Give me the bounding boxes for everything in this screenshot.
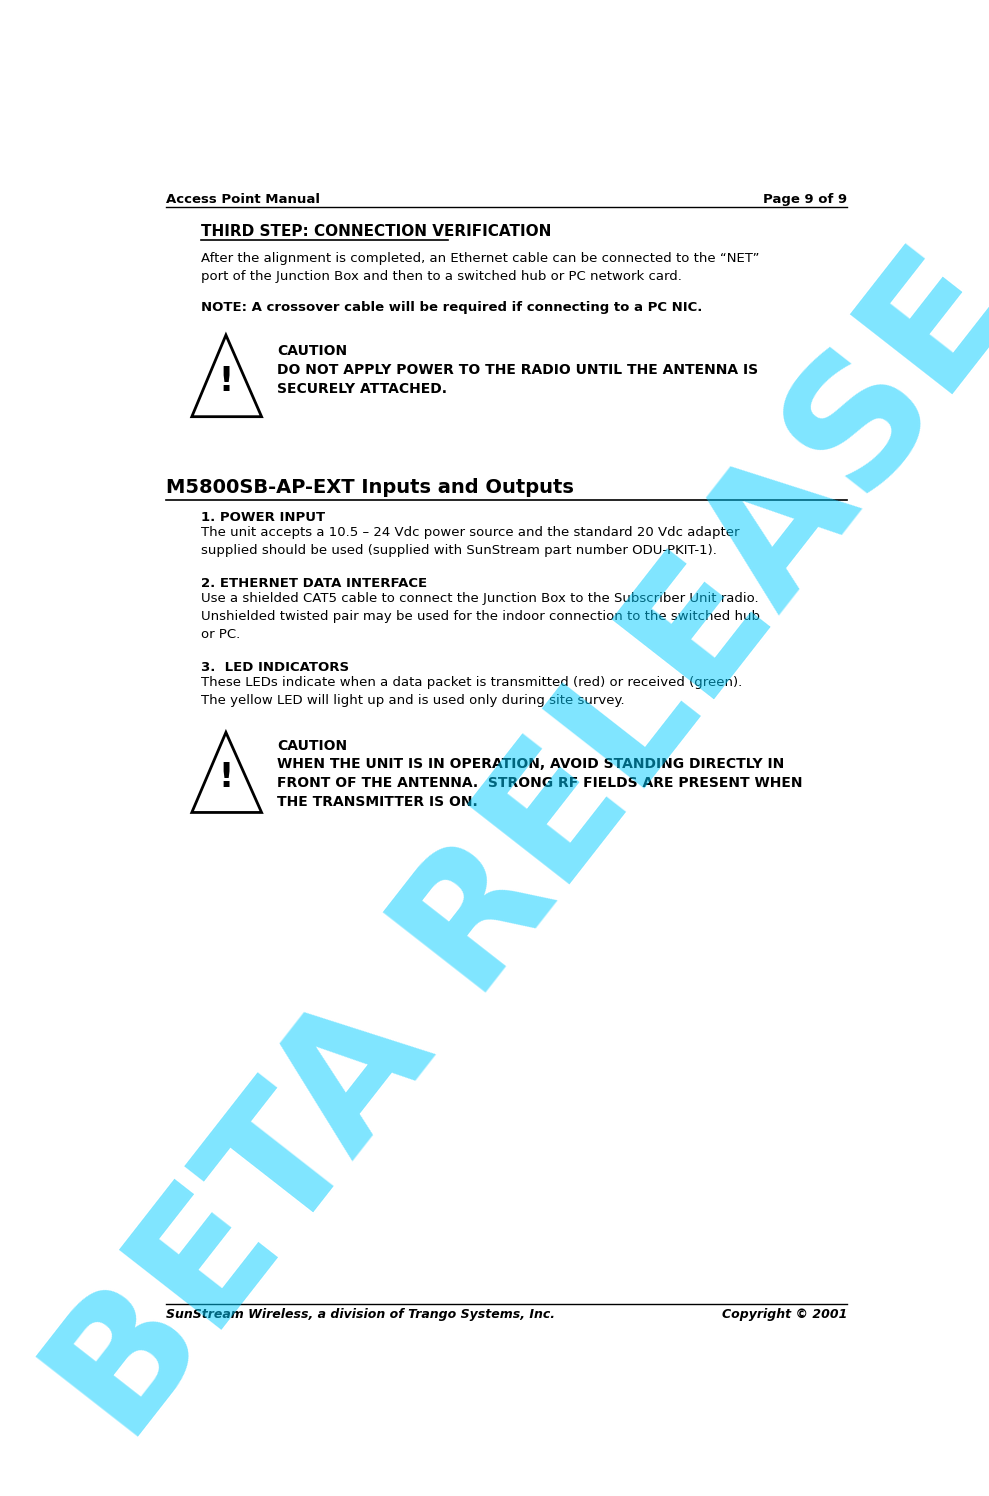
Text: DO NOT APPLY POWER TO THE RADIO UNTIL THE ANTENNA IS
SECURELY ATTACHED.: DO NOT APPLY POWER TO THE RADIO UNTIL TH… bbox=[277, 364, 759, 396]
Text: M5800SB-AP-EXT Inputs and Outputs: M5800SB-AP-EXT Inputs and Outputs bbox=[166, 479, 575, 497]
Text: WHEN THE UNIT IS IN OPERATION, AVOID STANDING DIRECTLY IN
FRONT OF THE ANTENNA. : WHEN THE UNIT IS IN OPERATION, AVOID STA… bbox=[277, 757, 803, 809]
Text: THIRD STEP: CONNECTION VERIFICATION: THIRD STEP: CONNECTION VERIFICATION bbox=[201, 224, 552, 239]
Text: 1. POWER INPUT: 1. POWER INPUT bbox=[201, 510, 325, 524]
Text: !: ! bbox=[219, 760, 233, 793]
Text: NOTE: A crossover cable will be required if connecting to a PC NIC.: NOTE: A crossover cable will be required… bbox=[201, 301, 702, 314]
Text: !: ! bbox=[219, 365, 233, 398]
Text: BETA RELEASE: BETA RELEASE bbox=[22, 227, 989, 1472]
Text: Use a shielded CAT5 cable to connect the Junction Box to the Subscriber Unit rad: Use a shielded CAT5 cable to connect the… bbox=[201, 592, 761, 642]
Text: CAUTION: CAUTION bbox=[277, 344, 347, 359]
Text: 2. ETHERNET DATA INTERFACE: 2. ETHERNET DATA INTERFACE bbox=[201, 577, 427, 589]
Text: These LEDs indicate when a data packet is transmitted (red) or received (green).: These LEDs indicate when a data packet i… bbox=[201, 676, 743, 708]
Text: Access Point Manual: Access Point Manual bbox=[166, 193, 320, 206]
Text: Page 9 of 9: Page 9 of 9 bbox=[764, 193, 848, 206]
Text: The unit accepts a 10.5 – 24 Vdc power source and the standard 20 Vdc adapter
su: The unit accepts a 10.5 – 24 Vdc power s… bbox=[201, 527, 740, 557]
Text: 3.  LED INDICATORS: 3. LED INDICATORS bbox=[201, 661, 349, 673]
Text: SunStream Wireless, a division of Trango Systems, Inc.: SunStream Wireless, a division of Trango… bbox=[166, 1309, 555, 1321]
Text: After the alignment is completed, an Ethernet cable can be connected to the “NET: After the alignment is completed, an Eth… bbox=[201, 251, 760, 283]
Text: CAUTION: CAUTION bbox=[277, 739, 347, 752]
Text: Copyright © 2001: Copyright © 2001 bbox=[722, 1309, 848, 1321]
